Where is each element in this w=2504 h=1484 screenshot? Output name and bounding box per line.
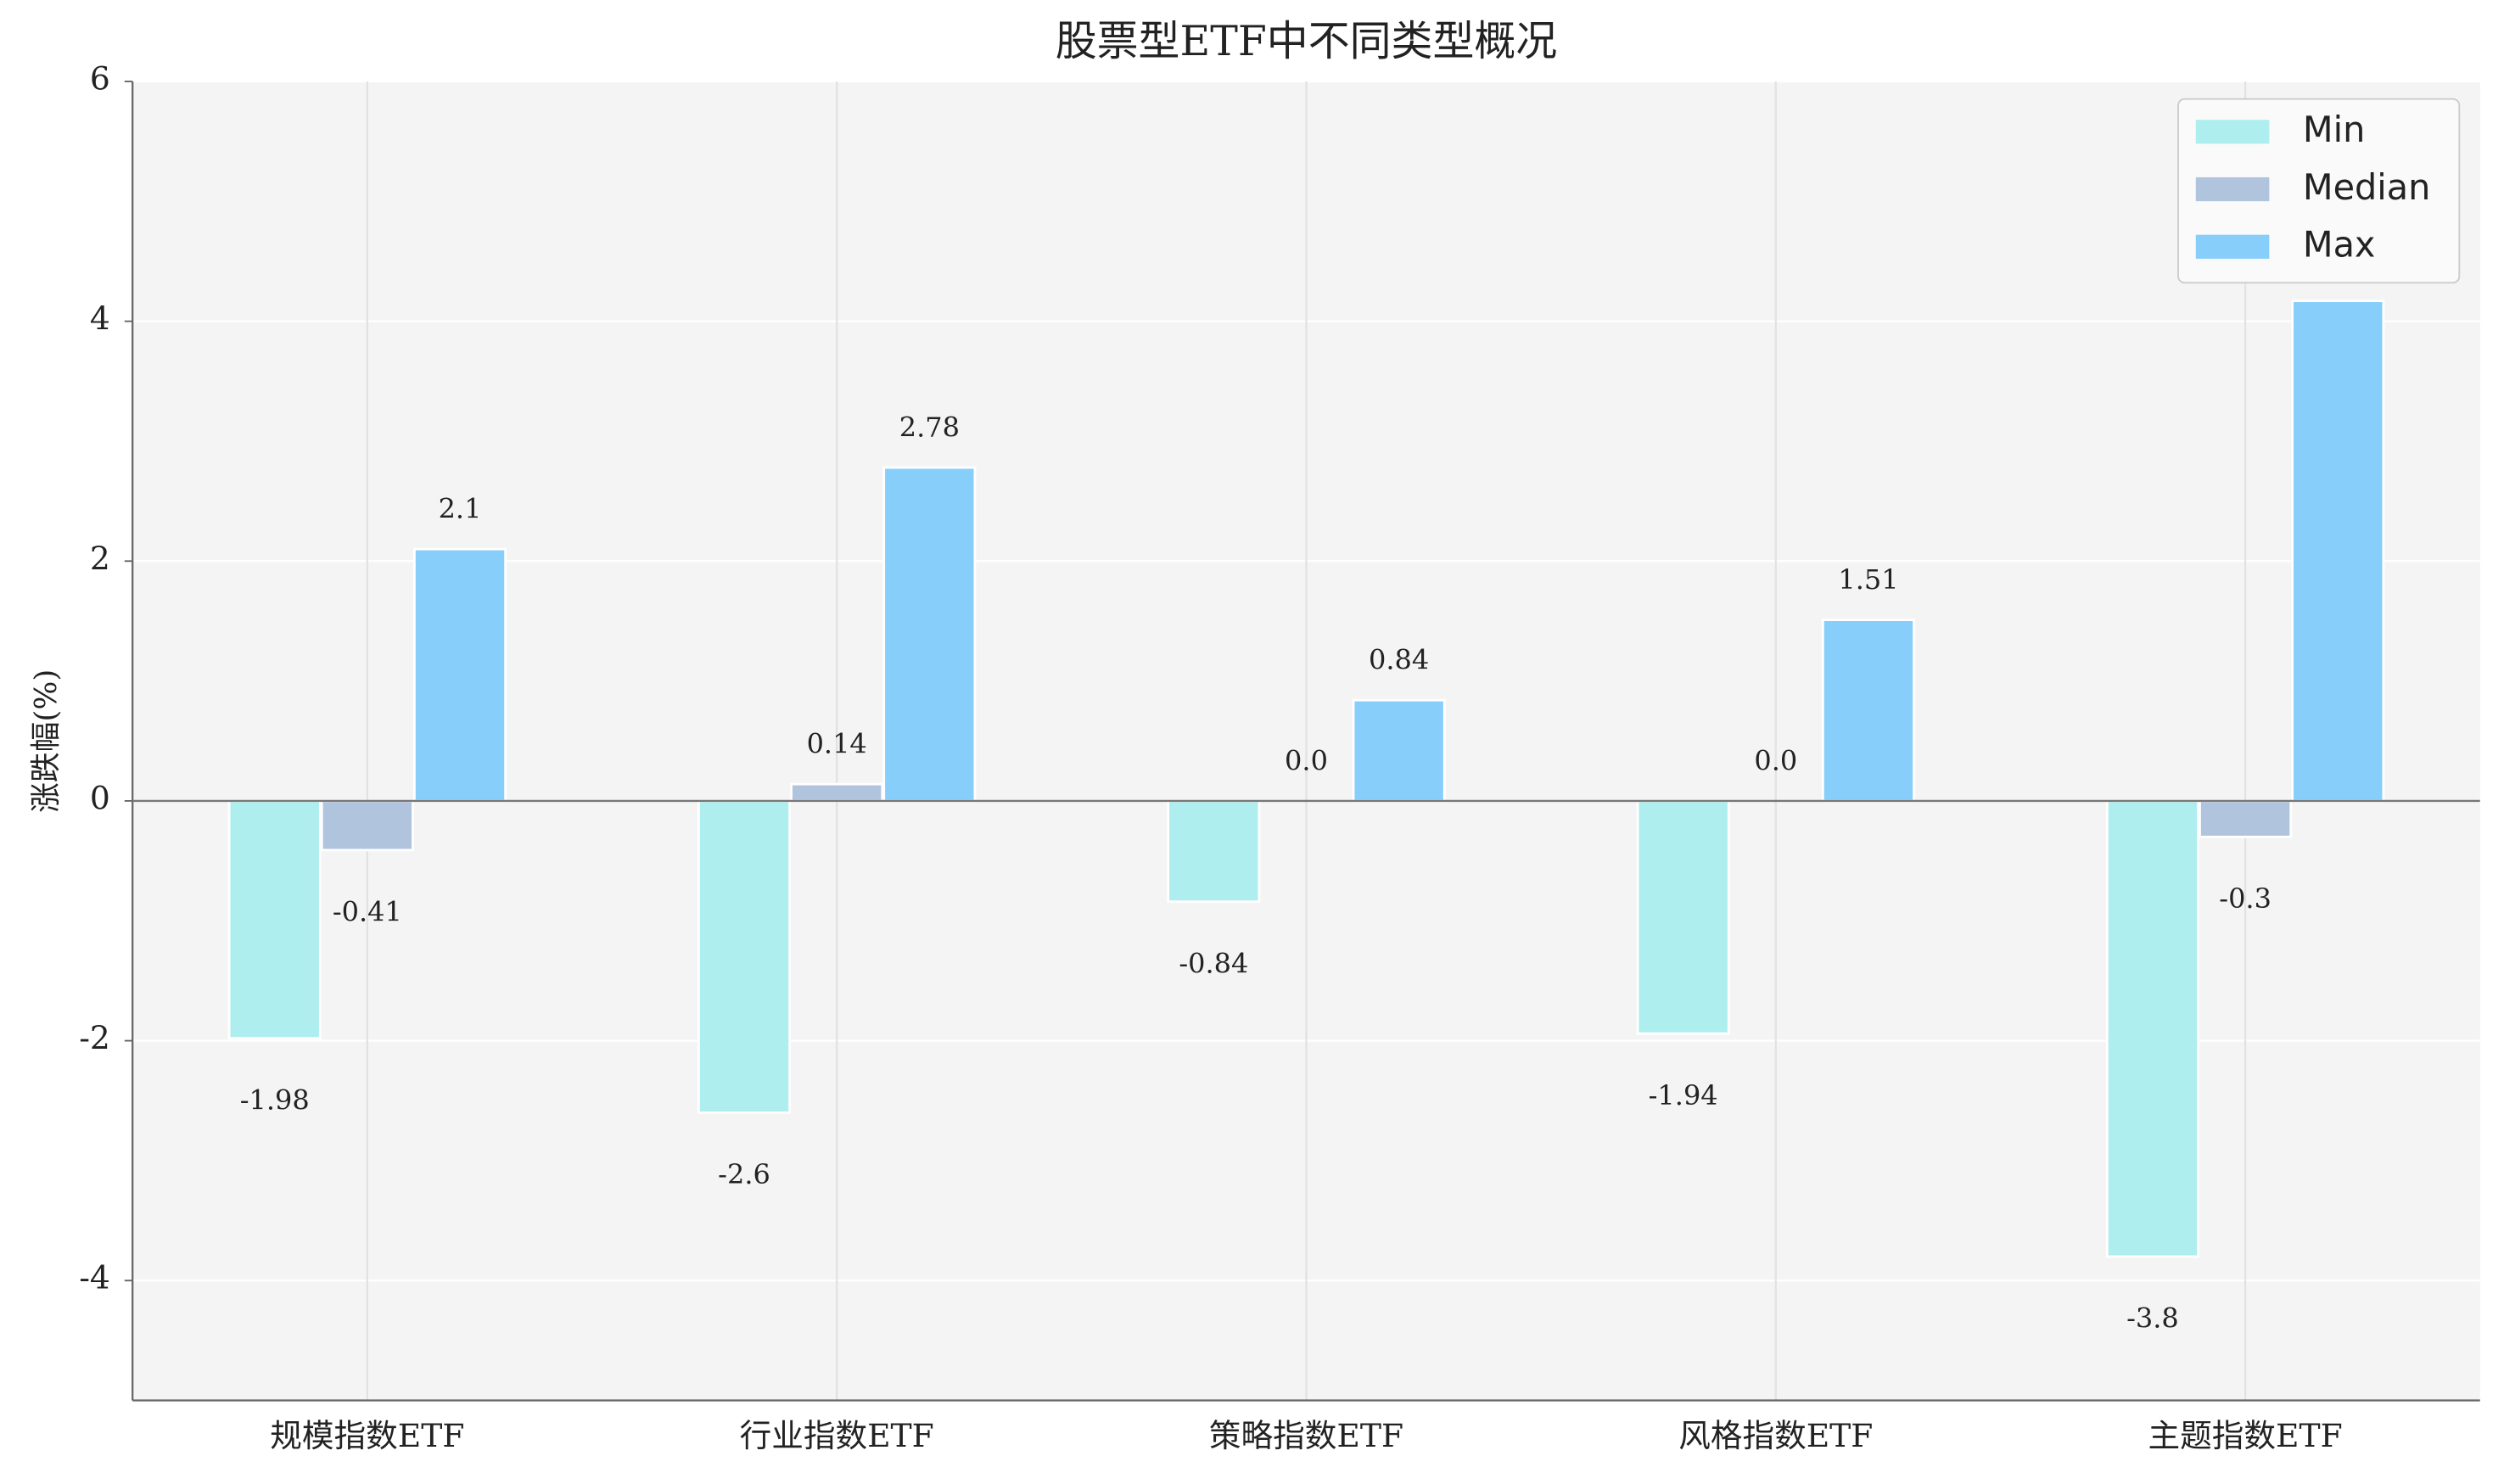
- data-label: 0.14: [807, 727, 867, 759]
- x-tick-label: 主题指数ETF: [2148, 1417, 2343, 1454]
- legend-swatch: [2195, 176, 2270, 202]
- bar: [882, 466, 977, 803]
- bar: [1167, 799, 1261, 904]
- bar: [697, 799, 792, 1114]
- bar: [1636, 799, 1730, 1035]
- bar: [2199, 799, 2293, 838]
- x-tick-label: 策略指数ETF: [1209, 1417, 1403, 1454]
- y-tick-label: 0: [90, 779, 110, 816]
- x-tick-label: 规模指数ETF: [270, 1417, 464, 1454]
- bar: [2291, 300, 2385, 803]
- data-label: 0.0: [1285, 744, 1328, 776]
- data-label: -0.41: [333, 896, 402, 928]
- legend: Min Median Max: [2177, 98, 2461, 284]
- data-label: 0.84: [1369, 644, 1429, 676]
- chart-title: 股票型ETF中不同类型概况: [1056, 17, 1558, 65]
- y-tick-label: -2: [79, 1019, 110, 1056]
- legend-label: Median: [2303, 167, 2431, 208]
- data-label: -2.6: [718, 1158, 770, 1190]
- bar: [790, 782, 884, 803]
- legend-swatch: [2195, 120, 2270, 144]
- y-tick-label: 2: [90, 540, 110, 577]
- y-tick-label: -4: [79, 1259, 110, 1296]
- y-tick-label: 4: [90, 300, 110, 337]
- data-label: -3.8: [2126, 1302, 2179, 1335]
- data-label: 2.78: [899, 411, 960, 443]
- legend-swatch: [2195, 234, 2270, 259]
- data-label: 0.0: [1754, 744, 1797, 776]
- bar: [1821, 619, 1916, 803]
- data-label: 2.1: [439, 492, 482, 524]
- data-label: -0.84: [1179, 947, 1248, 979]
- y-axis-label: 涨跌幅(%): [29, 669, 64, 813]
- bar: [320, 799, 414, 852]
- legend-label: Min: [2303, 109, 2365, 150]
- marks: -1.98 -2.6 -0.84 -1.94 -3.8 -0.41 0.14 0.0 0.0 -0…: [227, 244, 2385, 1335]
- x-tick-label: 风格指数ETF: [1678, 1417, 1873, 1454]
- data-label: -1.94: [1649, 1079, 1718, 1112]
- data-label: -0.3: [2219, 882, 2272, 915]
- legend-label: Max: [2303, 225, 2376, 266]
- bar: [412, 547, 507, 803]
- bar: [1352, 698, 1446, 803]
- bar: [2105, 799, 2200, 1258]
- data-label: 1.51: [1838, 563, 1898, 596]
- y-tick-label: 6: [90, 60, 110, 98]
- bar: [227, 799, 322, 1040]
- data-label: -1.98: [240, 1084, 310, 1117]
- x-tick-label: 行业指数ETF: [740, 1417, 934, 1454]
